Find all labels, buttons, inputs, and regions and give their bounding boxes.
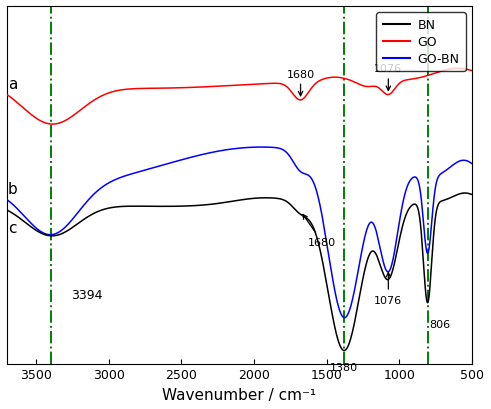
X-axis label: Wavenumber / cm⁻¹: Wavenumber / cm⁻¹ (163, 387, 317, 402)
Text: a: a (8, 77, 17, 92)
Text: b: b (8, 182, 17, 197)
Text: 806: 806 (430, 319, 451, 329)
Text: 1076: 1076 (374, 64, 403, 91)
Text: 1380: 1380 (330, 362, 358, 372)
Text: 1680: 1680 (303, 215, 336, 248)
Text: 1680: 1680 (286, 70, 315, 97)
Text: 1076: 1076 (374, 273, 403, 305)
Text: c: c (8, 221, 16, 236)
Text: 3394: 3394 (71, 288, 103, 301)
Legend: BN, GO, GO-BN: BN, GO, GO-BN (376, 13, 466, 72)
